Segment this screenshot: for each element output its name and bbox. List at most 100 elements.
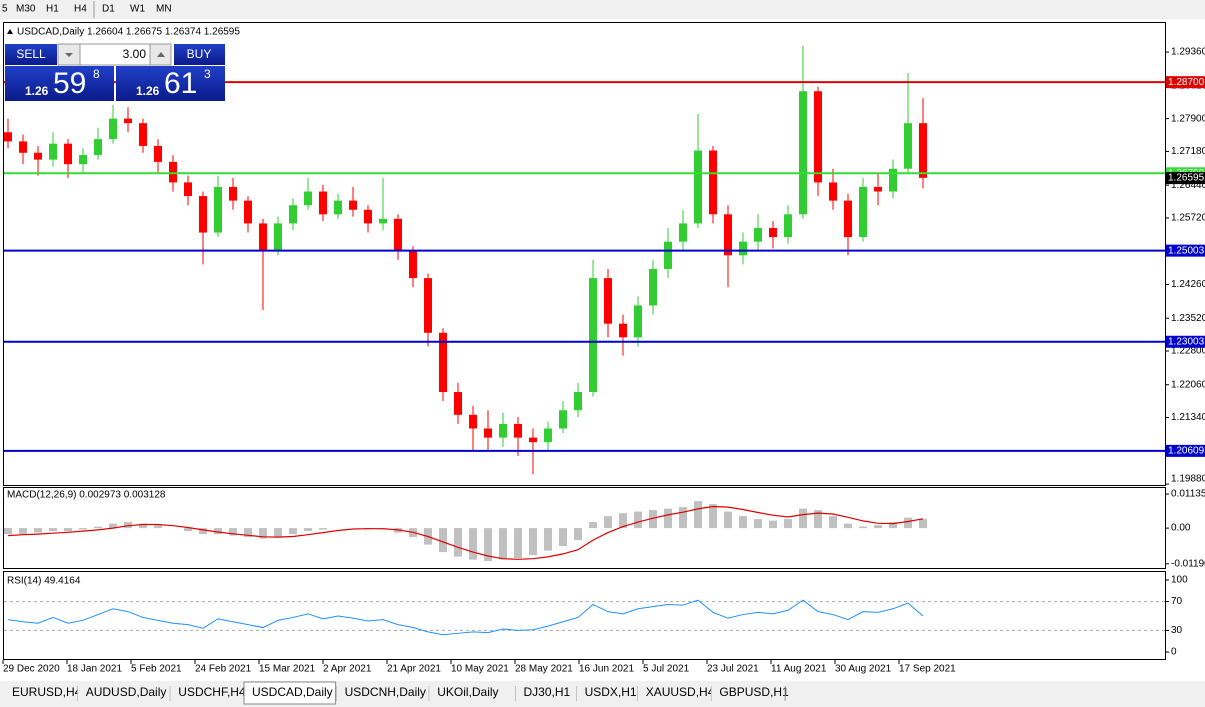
macd-bar: [604, 516, 612, 529]
ask-box[interactable]: [116, 66, 225, 101]
rsi-header: RSI(14) 49.4164: [7, 576, 81, 587]
macd-bar: [514, 528, 522, 559]
macd-bar: [469, 528, 477, 560]
tab[interactable]: [77, 684, 170, 703]
sell-label: SELL: [16, 47, 46, 61]
x-tick-label: 17 Sep 2021: [899, 664, 956, 675]
bid-main: 59: [53, 67, 86, 100]
x-tick-label: 5 Jul 2021: [643, 664, 690, 675]
timeframe-button[interactable]: 5: [2, 4, 8, 15]
macd-bar: [94, 526, 102, 529]
x-tick-label: 28 May 2021: [515, 664, 573, 675]
candle-body: [379, 218, 387, 224]
candle-body: [469, 414, 477, 429]
candle-body: [754, 227, 762, 242]
y-tick-label: 1.26440: [1171, 180, 1205, 191]
candle-body: [664, 241, 672, 269]
candle-body: [769, 227, 777, 238]
candle-body: [94, 139, 102, 156]
candle-body: [889, 168, 897, 192]
buy-label: BUY: [187, 47, 212, 61]
macd-bar: [859, 526, 867, 529]
timeframe-button[interactable]: D1: [102, 4, 115, 15]
y-tick-label: 70: [1171, 596, 1183, 607]
candle-body: [679, 223, 687, 242]
collapse-icon[interactable]: [7, 29, 13, 34]
tab[interactable]: [336, 684, 429, 703]
ask-big: 1.26: [136, 84, 160, 98]
x-tick-label: 21 Apr 2021: [387, 664, 441, 675]
arrow: [157, 52, 165, 57]
tab[interactable]: [170, 684, 243, 703]
timeframe-button[interactable]: MN: [156, 4, 172, 15]
macd-bar: [739, 516, 747, 529]
buy-button[interactable]: [174, 44, 225, 65]
macd-bar: [244, 528, 252, 538]
timeframe-button[interactable]: H4: [74, 4, 87, 15]
candle-body: [829, 182, 837, 201]
candle-body: [349, 200, 357, 210]
chart-header: USDCAD,Daily 1.26604 1.26675 1.26374 1.2…: [17, 27, 240, 38]
x-tick-label: 24 Feb 2021: [195, 664, 252, 675]
tab[interactable]: [711, 684, 785, 703]
y-tick-label: 1.19880: [1171, 474, 1205, 485]
macd-bar: [199, 528, 207, 535]
macd-bar: [499, 528, 507, 560]
timeframe-button[interactable]: H1: [46, 4, 59, 15]
level-label: 1.23003: [1168, 336, 1205, 347]
candle-body: [124, 118, 132, 124]
macd-bar: [634, 511, 642, 529]
candle-body: [424, 278, 432, 333]
tab[interactable]: [637, 684, 711, 703]
x-tick-label: 18 Jan 2021: [67, 664, 122, 675]
macd-bar: [274, 528, 282, 538]
x-tick-label: 5 Feb 2021: [131, 664, 182, 675]
macd-bar: [184, 528, 192, 532]
macd-bar: [259, 528, 267, 539]
candle-body: [634, 305, 642, 338]
candle-body: [874, 186, 882, 192]
macd-bar: [589, 522, 597, 529]
bid-box[interactable]: [5, 66, 114, 101]
candle-body: [814, 91, 822, 183]
active-tab[interactable]: [243, 681, 337, 705]
macd-panel: [3, 487, 1166, 569]
tab-label: AUDUSD,Daily: [86, 685, 167, 699]
macd-bar: [4, 528, 12, 535]
macd-bar: [34, 528, 42, 533]
macd-bar: [19, 528, 27, 535]
macd-bar: [304, 528, 312, 532]
macd-bar: [109, 523, 117, 529]
candle-body: [274, 223, 282, 251]
y-tick-label: 0.00: [1171, 523, 1191, 534]
macd-bar: [664, 508, 672, 529]
candle-body: [49, 143, 57, 160]
candles: [4, 45, 927, 475]
x-tick-label: 11 Aug 2021: [771, 664, 827, 675]
candle-body: [229, 186, 237, 201]
tab[interactable]: [515, 684, 576, 703]
main-panel: [3, 22, 1166, 486]
x-tick-label: 2 Apr 2021: [323, 664, 372, 675]
candle-body: [409, 250, 417, 279]
timeframe-button[interactable]: W1: [130, 4, 145, 15]
sell-button[interactable]: [5, 44, 57, 65]
tab[interactable]: [429, 684, 515, 703]
tab[interactable]: [576, 684, 637, 703]
tab-label: USDCAD,Daily: [252, 685, 333, 699]
tab[interactable]: [4, 684, 77, 703]
price-tag: [1166, 172, 1205, 185]
candle-body: [919, 123, 927, 178]
level-label: 1.28700: [1168, 77, 1205, 88]
level-tag: [1166, 335, 1205, 348]
candle-body: [64, 143, 72, 165]
macd-bar: [619, 513, 627, 529]
toolbar: [0, 0, 1205, 19]
rsi-panel: [3, 571, 1166, 660]
level-tag: [1166, 444, 1205, 457]
y-tick-label: 1.24260: [1171, 279, 1205, 290]
tab-label: DJ30,H1: [524, 685, 571, 699]
candle-body: [619, 323, 627, 338]
timeframe-button[interactable]: M30: [16, 4, 36, 15]
x-tick-label: 29 Dec 2020: [3, 664, 60, 675]
